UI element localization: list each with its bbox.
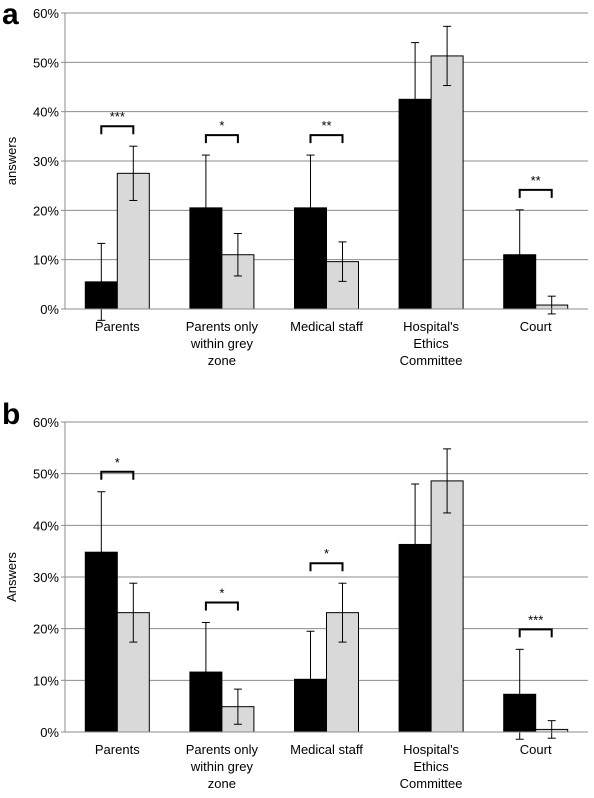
significance-label: ***: [110, 109, 125, 124]
error-bar: [411, 483, 420, 606]
x-tick-label: Hospital's: [403, 742, 459, 757]
significance-bracket: [309, 134, 344, 144]
panel-label: b: [2, 398, 20, 431]
error-bar: [411, 42, 420, 157]
y-tick-label: 20%: [33, 622, 59, 637]
significance-label: ***: [528, 612, 543, 627]
x-tick-label: zone: [208, 776, 236, 791]
error-bar: [338, 582, 347, 643]
significance-bracket: [100, 125, 135, 135]
error-bar: [97, 242, 106, 321]
x-tick-label: Medical staff: [290, 319, 363, 334]
y-tick-label: 0%: [40, 302, 59, 317]
significance-bracket: [204, 134, 239, 144]
x-tick-label: Committee: [400, 776, 463, 791]
error-bar: [233, 688, 242, 725]
error-bar: [129, 145, 138, 201]
x-tick-label: Parents only: [186, 742, 259, 757]
y-tick-label: 10%: [33, 673, 59, 688]
significance-label: *: [219, 118, 224, 133]
x-tick-label: zone: [208, 353, 236, 368]
significance-bracket: [309, 562, 344, 572]
error-bar: [129, 582, 138, 643]
significance-label: *: [219, 585, 224, 600]
bar: [430, 480, 464, 733]
x-tick-label: Parents: [95, 319, 140, 334]
y-tick-label: 40%: [33, 518, 59, 533]
error-bar: [338, 241, 347, 282]
x-tick-label: Medical staff: [290, 742, 363, 757]
error-bar: [547, 720, 556, 739]
y-tick-label: 20%: [33, 203, 59, 218]
x-tick-label: Committee: [400, 353, 463, 368]
x-tick-label: within grey: [190, 759, 254, 774]
y-axis-label: Answers: [4, 552, 19, 602]
x-tick-label: Court: [520, 742, 552, 757]
error-bar: [443, 448, 452, 514]
error-bar: [97, 491, 106, 614]
significance-label: **: [531, 173, 541, 188]
y-tick-label: 40%: [33, 105, 59, 120]
error-bar: [515, 209, 524, 301]
error-bar: [547, 295, 556, 315]
error-bar: [306, 630, 315, 728]
x-tick-label: Ethics: [413, 336, 449, 351]
bar: [430, 55, 464, 310]
y-tick-label: 0%: [40, 725, 59, 740]
error-bar: [515, 648, 524, 740]
significance-label: *: [324, 546, 329, 561]
y-tick-label: 30%: [33, 154, 59, 169]
significance-bracket: [100, 470, 135, 480]
panel-label: a: [2, 0, 19, 31]
significance-label: **: [321, 118, 331, 133]
x-tick-label: Ethics: [413, 759, 449, 774]
significance-bracket: [518, 628, 553, 638]
y-tick-label: 30%: [33, 570, 59, 585]
y-tick-label: 50%: [33, 55, 59, 70]
x-tick-label: Parents: [95, 742, 140, 757]
x-tick-label: Parents only: [186, 319, 259, 334]
y-tick-label: 10%: [33, 253, 59, 268]
x-tick-label: Hospital's: [403, 319, 459, 334]
error-bar: [233, 233, 242, 277]
significance-label: *: [115, 455, 120, 470]
significance-bracket: [204, 601, 239, 611]
error-bar: [201, 621, 210, 723]
y-tick-label: 60%: [33, 6, 59, 21]
x-tick-label: within grey: [190, 336, 254, 351]
error-bar: [443, 25, 452, 87]
y-tick-label: 50%: [33, 467, 59, 482]
y-tick-label: 60%: [33, 415, 59, 430]
error-bar: [201, 154, 210, 262]
x-tick-label: Court: [520, 319, 552, 334]
significance-bracket: [518, 188, 553, 198]
y-axis-label: answers: [4, 136, 19, 185]
error-bar: [306, 154, 315, 262]
